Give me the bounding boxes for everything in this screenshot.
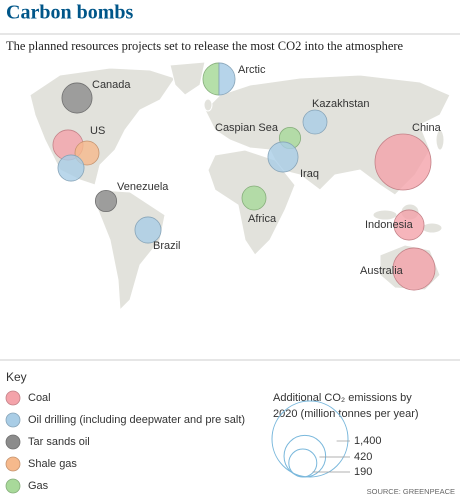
key-title: Key	[6, 370, 27, 384]
key-label: Shale gas	[28, 458, 77, 470]
place-label: US	[90, 125, 105, 137]
key-label: Gas	[28, 480, 49, 492]
bubble	[392, 247, 436, 291]
bubble	[61, 82, 93, 114]
bubble	[57, 154, 85, 182]
size-legend-label: 190	[354, 466, 372, 478]
title: Carbon bombs	[6, 2, 133, 24]
size-legend-circle	[288, 448, 318, 478]
place-label: Kazakhstan	[312, 98, 369, 110]
place-label: Iraq	[300, 168, 319, 180]
bubbles	[52, 62, 436, 291]
key-label: Tar sands oil	[28, 436, 90, 448]
place-label: Brazil	[153, 240, 181, 252]
place-label: Venezuela	[117, 181, 169, 193]
bubble	[267, 141, 299, 173]
key-swatch	[5, 412, 21, 428]
bubble	[134, 216, 162, 244]
place-label: Arctic	[238, 64, 266, 76]
bubble	[374, 133, 432, 191]
size-legend-circle	[271, 400, 349, 478]
place-label: Caspian Sea	[215, 122, 279, 134]
key-label: Coal	[28, 392, 51, 404]
source: SOURCE: GREENPEACE	[367, 487, 455, 496]
bubble	[393, 209, 425, 241]
key-swatch	[5, 390, 21, 406]
key-swatch	[5, 478, 21, 494]
size-legend-title: 2020 (million tonnes per year)	[273, 408, 419, 420]
key-swatch	[5, 456, 21, 472]
place-label: Australia	[360, 265, 404, 277]
bubble	[218, 62, 236, 96]
size-legend-label: 1,400	[354, 435, 382, 447]
key-swatch	[5, 434, 21, 450]
key-label: Oil drilling (including deepwater and pr…	[28, 414, 245, 426]
bubble	[202, 62, 220, 96]
subtitle: The planned resources projects set to re…	[6, 39, 404, 53]
bubble	[241, 185, 267, 211]
place-label: China	[412, 122, 442, 134]
place-label: Indonesia	[365, 219, 414, 231]
place-label: Canada	[92, 79, 131, 91]
bubble	[302, 109, 328, 135]
size-legend-title: Additional CO₂ emissions by	[273, 392, 412, 404]
place-label: Africa	[248, 213, 277, 225]
bubble	[94, 189, 118, 213]
size-legend-label: 420	[354, 451, 372, 463]
